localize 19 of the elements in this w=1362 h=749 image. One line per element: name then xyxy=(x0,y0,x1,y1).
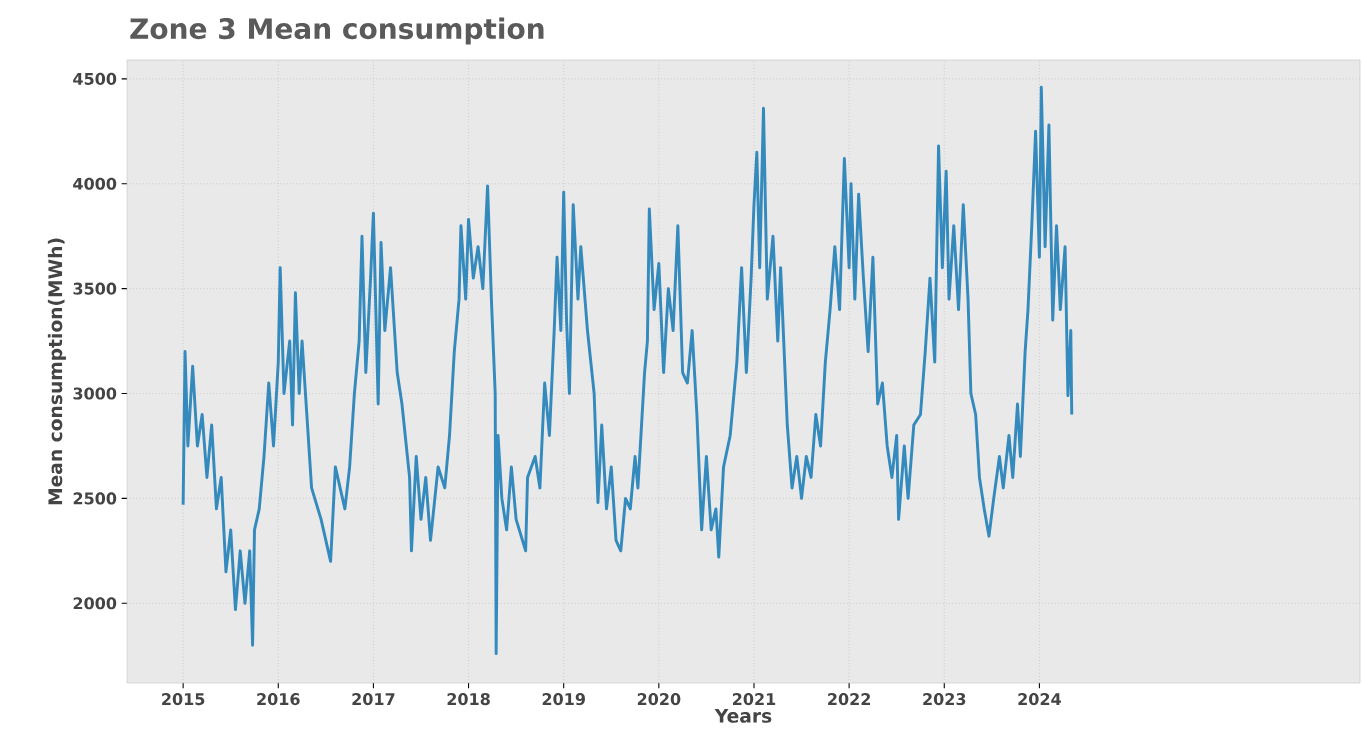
x-tick-label: 2016 xyxy=(257,693,300,706)
x-tick-label: 2022 xyxy=(828,693,870,706)
x-tick-label: 2018 xyxy=(447,693,490,706)
x-tick-label: 2020 xyxy=(637,693,681,706)
x-tick-label: 2023 xyxy=(923,693,966,706)
chart-title: Zone 3 Mean consumption xyxy=(130,17,544,45)
y-tick-label: 4000 xyxy=(73,177,117,190)
y-tick-label: 2000 xyxy=(73,597,117,610)
x-tick-label: 2019 xyxy=(542,693,585,706)
y-tick-label: 3000 xyxy=(73,387,117,400)
y-tick-label: 3500 xyxy=(73,282,117,295)
y-axis-title: Mean consumption(MWh) xyxy=(47,238,66,505)
y-tick-label: 2500 xyxy=(73,492,117,505)
x-tick-label: 2015 xyxy=(162,693,205,706)
x-tick-label: 2024 xyxy=(1018,693,1061,706)
x-tick-label: 2017 xyxy=(352,693,395,706)
x-tick-label: 2021 xyxy=(732,693,776,706)
x-axis-title: Years xyxy=(714,708,772,723)
y-tick-label: 4500 xyxy=(73,72,117,85)
